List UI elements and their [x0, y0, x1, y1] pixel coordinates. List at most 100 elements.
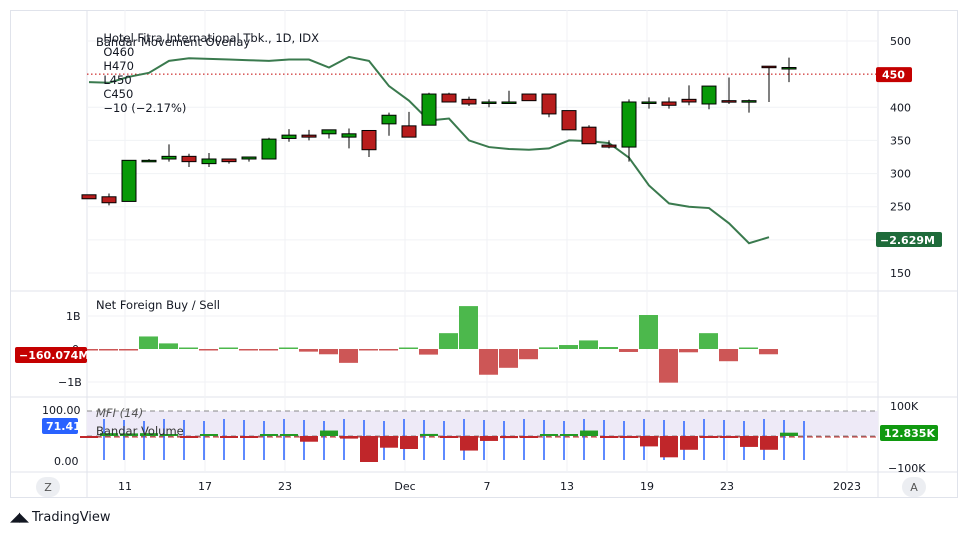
candle-body[interactable]: [421, 93, 437, 126]
candle-body[interactable]: [401, 125, 417, 138]
foreign-bar[interactable]: [339, 349, 358, 363]
foreign-bar[interactable]: [479, 349, 498, 375]
foreign-bar[interactable]: [639, 315, 658, 349]
bandar-volume-bar[interactable]: [380, 436, 398, 448]
foreign-bar[interactable]: [299, 349, 318, 352]
candle-body[interactable]: [141, 159, 157, 163]
foreign-bar[interactable]: [719, 349, 738, 362]
foreign-bar[interactable]: [139, 336, 158, 349]
bandar-volume-bar[interactable]: [160, 434, 178, 436]
foreign-bar[interactable]: [179, 347, 198, 350]
candle-body[interactable]: [181, 155, 197, 163]
overlay-legend[interactable]: Bandar Movement Overlay: [96, 35, 251, 49]
foreign-bar[interactable]: [619, 349, 638, 352]
mfi-legend[interactable]: MFI (14): [96, 406, 144, 420]
bandar-volume-bar[interactable]: [460, 436, 478, 451]
candle-body[interactable]: [621, 101, 637, 148]
candle-body[interactable]: [461, 98, 477, 105]
zoom-button[interactable]: Z: [36, 477, 60, 497]
candle-body[interactable]: [101, 196, 117, 204]
tradingview-branding[interactable]: ◢◣ TradingView: [10, 510, 111, 525]
bandar-volume-bar[interactable]: [80, 436, 98, 438]
candle-body[interactable]: [581, 126, 597, 145]
foreign-bar[interactable]: [279, 347, 298, 350]
foreign-bar[interactable]: [239, 349, 258, 351]
bandar-volume-bar[interactable]: [400, 436, 418, 449]
bandar-volume-bar[interactable]: [440, 436, 458, 438]
bandar-volume-bar[interactable]: [500, 436, 518, 439]
candle-body[interactable]: [221, 158, 237, 163]
bandar-volume-bar[interactable]: [240, 436, 258, 438]
bandar-volume-bar[interactable]: [340, 436, 358, 439]
foreign-bar[interactable]: [699, 333, 718, 349]
bandar-volume-bar[interactable]: [680, 436, 698, 450]
foreign-bar[interactable]: [599, 347, 618, 349]
foreign-bar[interactable]: [399, 347, 418, 350]
symbol-legend[interactable]: Hotel Fitra International Tbk., 1D, IDX …: [96, 17, 319, 115]
bandar-volume-bar[interactable]: [260, 434, 278, 436]
candle-body[interactable]: [601, 144, 617, 148]
bandar-volume-bar[interactable]: [280, 434, 298, 436]
foreign-bar[interactable]: [679, 349, 698, 353]
candle-body[interactable]: [521, 93, 537, 102]
candle-body[interactable]: [701, 85, 717, 105]
candle-body[interactable]: [161, 155, 177, 160]
bandar-volume-bar[interactable]: [360, 436, 378, 462]
bandar-volume-bar[interactable]: [660, 436, 678, 458]
foreign-bar[interactable]: [659, 349, 678, 383]
candle-body[interactable]: [661, 101, 677, 106]
foreign-bar[interactable]: [579, 340, 598, 349]
foreign-bar[interactable]: [419, 349, 438, 355]
bandar-volume-bar[interactable]: [540, 434, 558, 436]
foreign-bar[interactable]: [359, 349, 378, 351]
bandar-volume-bar[interactable]: [640, 436, 658, 447]
candle-body[interactable]: [741, 100, 757, 103]
candle-body[interactable]: [301, 134, 317, 138]
candle-body[interactable]: [681, 98, 697, 103]
candle-body[interactable]: [361, 129, 377, 151]
foreign-bar[interactable]: [759, 349, 778, 355]
bandar-volume-bar[interactable]: [420, 433, 438, 436]
bandar-volume-bar[interactable]: [320, 430, 338, 436]
bandar-volume-bar[interactable]: [620, 436, 638, 438]
candle-body[interactable]: [501, 101, 517, 104]
bandar-volume-bar[interactable]: [180, 436, 198, 438]
bandar-volume-bar[interactable]: [220, 436, 238, 438]
bandar-volume-bar[interactable]: [480, 436, 498, 441]
bandar-volume-bar[interactable]: [120, 433, 138, 436]
candle-body[interactable]: [761, 65, 777, 69]
candle-body[interactable]: [261, 138, 277, 160]
bandar-volume-bar[interactable]: [780, 432, 798, 436]
foreign-bar[interactable]: [559, 345, 578, 349]
bandar-volume-bar[interactable]: [720, 436, 738, 438]
foreign-bar[interactable]: [219, 347, 238, 350]
foreign-bar[interactable]: [259, 349, 278, 351]
candle-body[interactable]: [441, 93, 457, 103]
candle-body[interactable]: [561, 110, 577, 131]
bandar-volume-bar[interactable]: [560, 434, 578, 436]
candle-body[interactable]: [541, 93, 557, 115]
bandar-volume-bar[interactable]: [580, 430, 598, 436]
foreign-bar[interactable]: [119, 349, 138, 351]
bandar-volume-bar[interactable]: [200, 434, 218, 436]
foreign-bar[interactable]: [159, 343, 178, 349]
candle-body[interactable]: [241, 156, 257, 160]
candle-body[interactable]: [341, 133, 357, 138]
foreign-bar[interactable]: [99, 349, 118, 351]
bandar-volume-bar[interactable]: [740, 436, 758, 447]
bandar-volume-bar[interactable]: [520, 436, 538, 438]
foreign-bar[interactable]: [539, 347, 558, 349]
foreign-bar[interactable]: [739, 347, 758, 350]
bandar-volume-bar[interactable]: [140, 433, 158, 436]
bandar-volume-bar[interactable]: [760, 436, 778, 450]
bandar-volume-legend[interactable]: Bandar Volume: [96, 424, 184, 438]
foreign-bar[interactable]: [499, 349, 518, 368]
candle-body[interactable]: [121, 159, 137, 202]
candle-body[interactable]: [481, 101, 497, 104]
candle-body[interactable]: [721, 100, 737, 103]
foreign-bar[interactable]: [519, 349, 538, 360]
foreign-bar[interactable]: [319, 349, 338, 355]
foreign-bar[interactable]: [459, 306, 478, 349]
foreign-bar[interactable]: [439, 333, 458, 349]
